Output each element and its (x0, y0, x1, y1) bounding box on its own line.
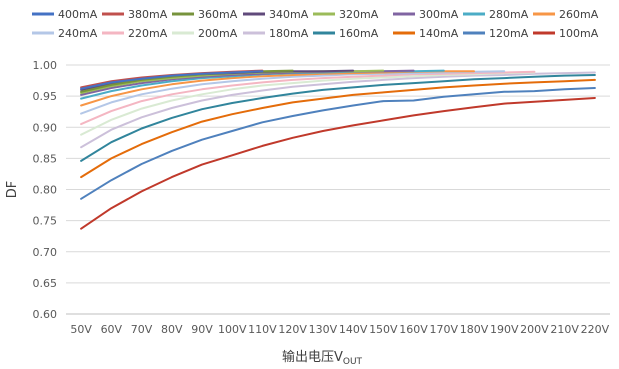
x-axis-title: 输出电压VOUT (282, 349, 363, 367)
series-line-200mA (80, 71, 536, 136)
y-tick-label: 0.90 (33, 121, 58, 134)
x-tick-label: 70V (131, 323, 153, 336)
x-tick-label: 220V (581, 323, 610, 336)
x-tick-label: 140V (339, 323, 368, 336)
series-line-160mA (80, 74, 596, 162)
x-tick-label: 110V (248, 323, 277, 336)
legend-label: 180mA (269, 27, 309, 40)
x-axis-title-main: 输出电压 (282, 349, 334, 365)
x-tick-label: 80V (161, 323, 183, 336)
x-axis-title-v: V (334, 350, 343, 365)
legend-label: 400mA (58, 8, 98, 21)
x-tick-label: 90V (191, 323, 213, 336)
legend-label: 200mA (198, 27, 238, 40)
legend-label: 320mA (339, 8, 379, 21)
x-tick-label: 170V (430, 323, 459, 336)
legend-label: 260mA (559, 8, 599, 21)
y-axis-title: DF (5, 181, 20, 199)
y-tick-label: 0.95 (33, 90, 58, 103)
x-tick-label: 60V (101, 323, 123, 336)
x-axis-ticks: 50V 60V 70V 80V 90V 100V 110V 120V 130V 140V 150V 1… (70, 323, 609, 336)
legend-label: 280mA (489, 8, 529, 21)
y-tick-label: 0.65 (33, 277, 58, 290)
y-tick-label: 0.70 (33, 246, 58, 259)
x-tick-label: 120V (278, 323, 307, 336)
x-tick-label: 190V (490, 323, 519, 336)
series-line-180mA (80, 71, 596, 149)
legend-label: 120mA (489, 27, 529, 40)
series-line-120mA (80, 87, 596, 200)
legend: 400mA 380mA 360mA 340mA 320mA 300mA 280mA 260mA… (32, 8, 599, 40)
legend-label: 380mA (128, 8, 168, 21)
series-line-140mA (80, 78, 596, 179)
x-tick-label: 50V (70, 323, 92, 336)
legend-label: 340mA (269, 8, 309, 21)
legend-label: 300mA (419, 8, 459, 21)
legend-label: 360mA (198, 8, 238, 21)
x-tick-label: 160V (399, 323, 428, 336)
y-tick-label: 0.60 (33, 308, 58, 321)
y-tick-label: 1.00 (33, 59, 58, 72)
y-axis-ticks: 0.60 0.65 0.70 0.75 0.80 0.85 0.90 0.95 1.00 (33, 59, 58, 321)
x-tick-label: 200V (520, 323, 549, 336)
legend-label: 160mA (339, 27, 379, 40)
y-tick-label: 0.80 (33, 184, 58, 197)
y-tick-label: 0.85 (33, 152, 58, 165)
legend-label: 140mA (419, 27, 459, 40)
series-line-220mA (80, 70, 536, 126)
x-tick-label: 150V (369, 323, 398, 336)
x-tick-label: 100V (218, 323, 247, 336)
legend-label: 220mA (128, 27, 168, 40)
series-line-400mA (80, 70, 264, 90)
x-tick-label: 130V (309, 323, 338, 336)
x-axis-title-subscript: OUT (343, 357, 363, 367)
series-line-240mA (80, 70, 506, 115)
x-tick-label: 210V (550, 323, 579, 336)
series-lines (80, 69, 596, 230)
legend-label: 240mA (58, 27, 98, 40)
series-line-100mA (80, 97, 596, 230)
y-tick-label: 0.75 (33, 215, 58, 228)
legend-label: 100mA (559, 27, 599, 40)
x-tick-label: 180V (460, 323, 489, 336)
